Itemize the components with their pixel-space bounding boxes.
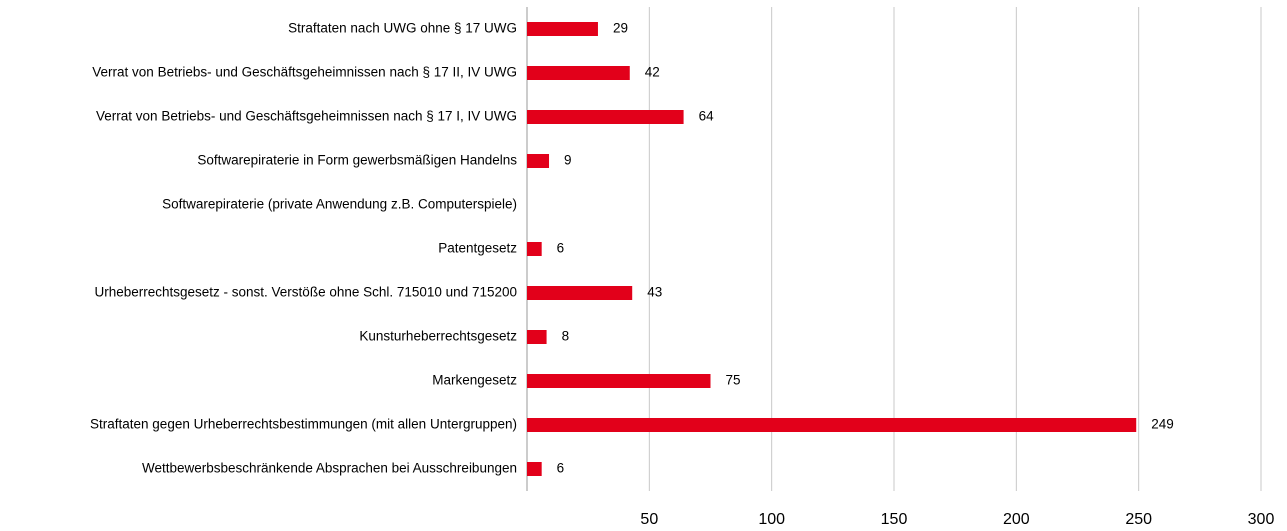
y-tick-label: Urheberrechtsgesetz - sonst. Verstöße oh… xyxy=(94,285,517,300)
y-tick-label: Kunsturheberrechtsgesetz xyxy=(359,329,517,344)
value-label: 8 xyxy=(562,329,570,344)
y-tick-label: Straftaten nach UWG ohne § 17 UWG xyxy=(288,21,517,36)
y-tick-label: Verrat von Betriebs- und Geschäftsgeheim… xyxy=(96,109,517,124)
y-tick-label: Patentgesetz xyxy=(438,241,517,256)
bar xyxy=(527,22,598,36)
value-label: 249 xyxy=(1151,417,1174,432)
value-label: 42 xyxy=(645,65,660,80)
bar xyxy=(527,418,1137,432)
value-label: 64 xyxy=(699,109,715,124)
y-tick-label: Verrat von Betriebs- und Geschäftsgeheim… xyxy=(92,65,517,80)
x-tick-label: 300 xyxy=(1248,511,1275,528)
y-tick-label: Wettbewerbsbeschränkende Absprachen bei … xyxy=(142,461,517,476)
bar xyxy=(527,110,684,124)
bar xyxy=(527,374,711,388)
x-tick-label: 100 xyxy=(758,511,785,528)
bar xyxy=(527,286,633,300)
x-tick-label: 50 xyxy=(640,511,658,528)
y-tick-label: Markengesetz xyxy=(432,373,517,388)
value-label: 29 xyxy=(613,21,628,36)
value-label: 43 xyxy=(647,285,662,300)
value-label: 9 xyxy=(564,153,572,168)
y-tick-label: Straftaten gegen Urheberrechtsbestimmung… xyxy=(90,417,517,432)
x-tick-label: 250 xyxy=(1125,511,1152,528)
value-label: 75 xyxy=(726,373,741,388)
bar xyxy=(527,154,550,168)
bar xyxy=(527,66,630,80)
bar xyxy=(527,462,542,476)
y-tick-label: Softwarepiraterie (private Anwendung z.B… xyxy=(162,197,517,212)
x-tick-label: 150 xyxy=(881,511,908,528)
x-tick-label: 200 xyxy=(1003,511,1030,528)
value-label: 6 xyxy=(557,461,565,476)
bar xyxy=(527,242,542,256)
value-label: 6 xyxy=(557,241,565,256)
bar xyxy=(527,330,547,344)
y-tick-label: Softwarepiraterie in Form gewerbsmäßigen… xyxy=(197,153,517,168)
